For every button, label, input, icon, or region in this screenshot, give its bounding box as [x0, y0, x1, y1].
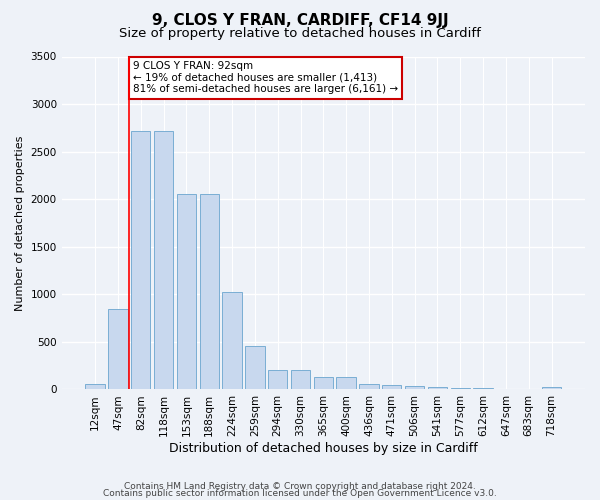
X-axis label: Distribution of detached houses by size in Cardiff: Distribution of detached houses by size …: [169, 442, 478, 455]
Bar: [108, 308, 128, 390]
Bar: [200, 194, 219, 390]
Bar: [177, 194, 196, 390]
Bar: [85, 384, 105, 390]
Bar: [291, 370, 310, 390]
Bar: [131, 130, 151, 390]
Bar: [268, 370, 287, 390]
Bar: [154, 130, 173, 390]
Bar: [245, 346, 265, 390]
Text: 9, CLOS Y FRAN, CARDIFF, CF14 9JJ: 9, CLOS Y FRAN, CARDIFF, CF14 9JJ: [152, 12, 448, 28]
Text: Contains public sector information licensed under the Open Government Licence v3: Contains public sector information licen…: [103, 490, 497, 498]
Bar: [314, 377, 333, 390]
Bar: [496, 388, 515, 390]
Bar: [382, 384, 401, 390]
Bar: [542, 387, 561, 390]
Bar: [428, 386, 447, 390]
Bar: [405, 386, 424, 390]
Bar: [223, 292, 242, 390]
Bar: [337, 377, 356, 390]
Bar: [519, 388, 538, 390]
Text: Size of property relative to detached houses in Cardiff: Size of property relative to detached ho…: [119, 28, 481, 40]
Y-axis label: Number of detached properties: Number of detached properties: [15, 136, 25, 310]
Text: Contains HM Land Registry data © Crown copyright and database right 2024.: Contains HM Land Registry data © Crown c…: [124, 482, 476, 491]
Bar: [473, 388, 493, 390]
Bar: [451, 388, 470, 390]
Text: 9 CLOS Y FRAN: 92sqm
← 19% of detached houses are smaller (1,413)
81% of semi-de: 9 CLOS Y FRAN: 92sqm ← 19% of detached h…: [133, 62, 398, 94]
Bar: [359, 384, 379, 390]
